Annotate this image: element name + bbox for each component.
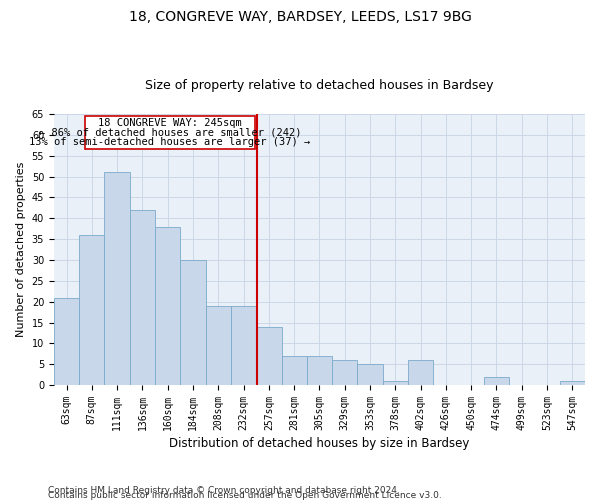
Bar: [484, 376, 509, 385]
FancyBboxPatch shape: [85, 116, 254, 150]
Bar: [155, 226, 181, 385]
Bar: [281, 356, 307, 385]
Bar: [307, 356, 332, 385]
Text: 18, CONGREVE WAY, BARDSEY, LEEDS, LS17 9BG: 18, CONGREVE WAY, BARDSEY, LEEDS, LS17 9…: [128, 10, 472, 24]
Bar: [256, 326, 281, 385]
Title: Size of property relative to detached houses in Bardsey: Size of property relative to detached ho…: [145, 79, 494, 92]
Bar: [231, 306, 256, 385]
Bar: [358, 364, 383, 385]
Text: ← 86% of detached houses are smaller (242): ← 86% of detached houses are smaller (24…: [39, 128, 301, 138]
Bar: [181, 260, 206, 385]
Bar: [383, 381, 408, 385]
Bar: [408, 360, 433, 385]
Bar: [560, 381, 585, 385]
Y-axis label: Number of detached properties: Number of detached properties: [16, 162, 26, 337]
X-axis label: Distribution of detached houses by size in Bardsey: Distribution of detached houses by size …: [169, 437, 470, 450]
Bar: [130, 210, 155, 385]
Text: Contains public sector information licensed under the Open Government Licence v3: Contains public sector information licen…: [48, 491, 442, 500]
Bar: [104, 172, 130, 385]
Bar: [54, 298, 79, 385]
Text: Contains HM Land Registry data © Crown copyright and database right 2024.: Contains HM Land Registry data © Crown c…: [48, 486, 400, 495]
Bar: [206, 306, 231, 385]
Bar: [79, 235, 104, 385]
Bar: [332, 360, 358, 385]
Text: 18 CONGREVE WAY: 245sqm: 18 CONGREVE WAY: 245sqm: [98, 118, 242, 128]
Text: 13% of semi-detached houses are larger (37) →: 13% of semi-detached houses are larger (…: [29, 137, 311, 147]
